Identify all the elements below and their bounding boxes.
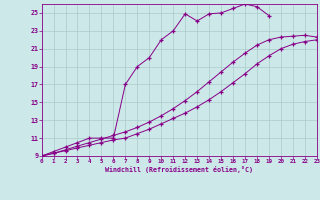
X-axis label: Windchill (Refroidissement éolien,°C): Windchill (Refroidissement éolien,°C) [105,166,253,173]
